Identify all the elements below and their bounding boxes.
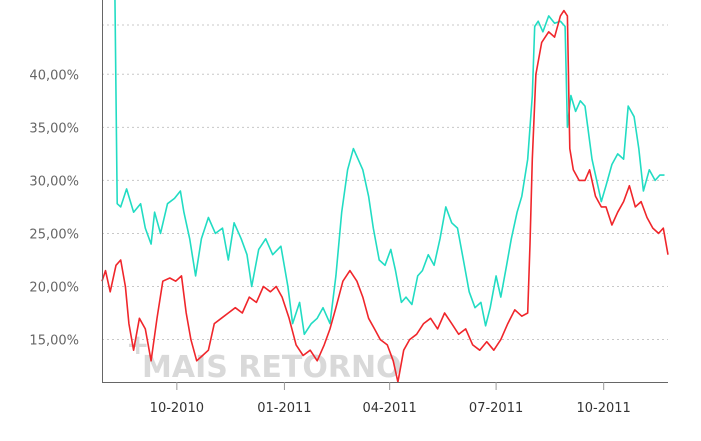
x-tick-label: 10-2011: [577, 401, 631, 416]
series-line-2: [101, 9, 669, 383]
watermark-logo: + MAIS RETORNO: [126, 328, 402, 385]
x-tick-label: 10-2010: [150, 401, 204, 416]
y-tick-label: 30,00%: [29, 174, 79, 189]
grid-lines: [102, 24, 668, 341]
y-tick-label: 40,00%: [29, 68, 79, 83]
series-lines: [101, 0, 669, 383]
x-axis-ticks: 10-2010 01-2011 04-2011 07-2011 10-2011: [150, 382, 631, 416]
x-tick-label: 07-2011: [469, 401, 523, 416]
watermark-text: MAIS RETORNO: [142, 350, 402, 385]
series-line-1: [114, 0, 665, 336]
y-axis-ticks: 15,00% 20,00% 25,00% 30,00% 35,00% 40,00%: [29, 68, 79, 348]
y-tick-label: 15,00%: [29, 334, 79, 349]
x-tick-label: 01-2011: [257, 401, 311, 416]
x-tick-label: 04-2011: [363, 401, 417, 416]
axes: [102, 0, 668, 383]
y-tick-label: 20,00%: [29, 281, 79, 296]
y-tick-label: 25,00%: [29, 227, 79, 242]
y-tick-label: 35,00%: [29, 121, 79, 136]
